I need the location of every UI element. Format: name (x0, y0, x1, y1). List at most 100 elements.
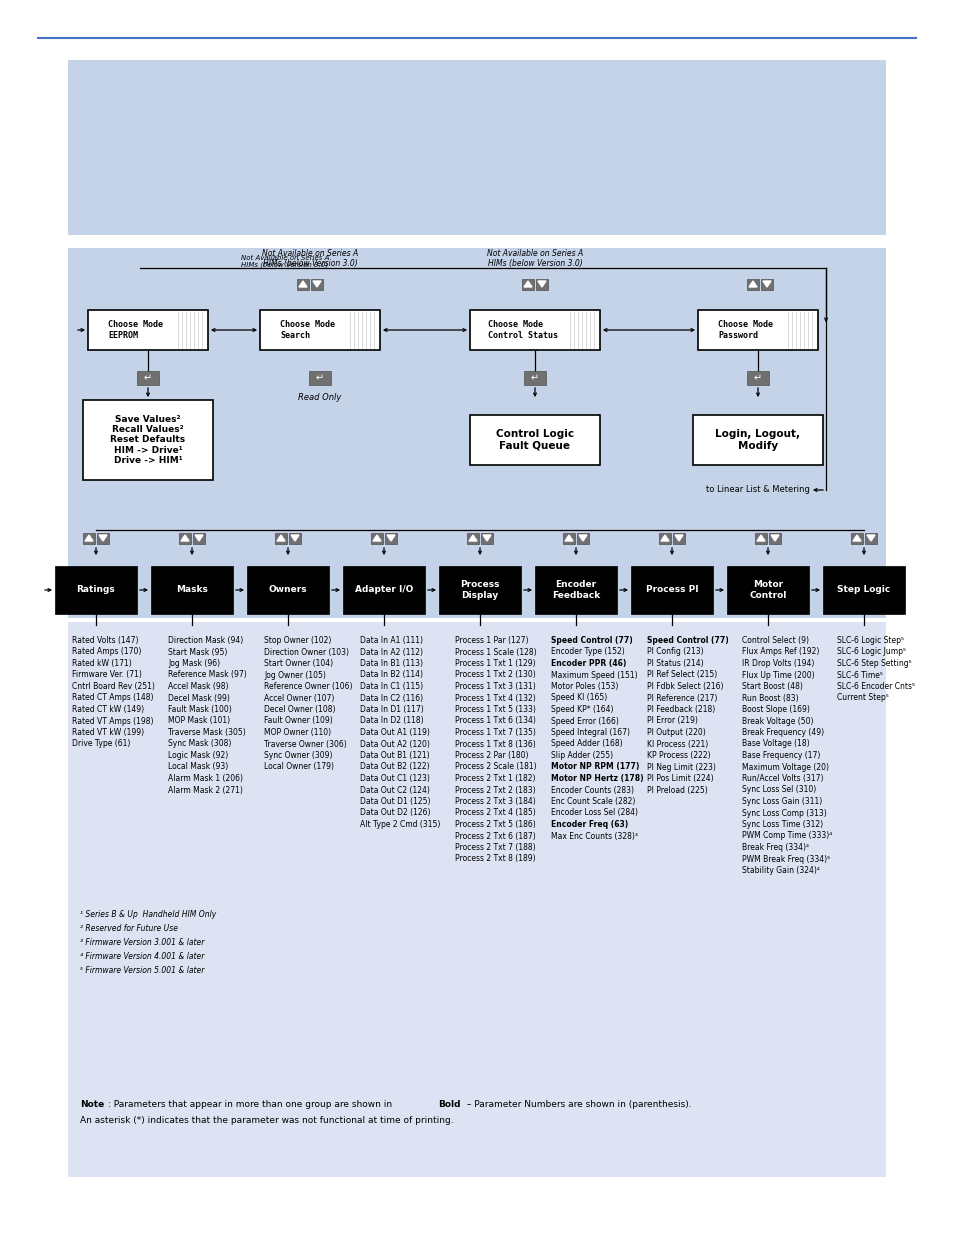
Text: Jog Owner (105): Jog Owner (105) (264, 671, 326, 679)
Text: Motor NP Hertz (178): Motor NP Hertz (178) (551, 774, 643, 783)
Text: Process 2 Par (180): Process 2 Par (180) (455, 751, 528, 760)
Text: Alarm Mask 2 (271): Alarm Mask 2 (271) (168, 785, 243, 794)
Text: Rated CT Amps (148): Rated CT Amps (148) (71, 694, 153, 703)
Text: Data In A1 (111): Data In A1 (111) (359, 636, 422, 645)
Text: Encoder
Feedback: Encoder Feedback (551, 580, 599, 600)
Polygon shape (291, 535, 298, 541)
Text: MOP Owner (110): MOP Owner (110) (264, 727, 331, 737)
Text: Traverse Mask (305): Traverse Mask (305) (168, 727, 246, 737)
Text: Sync Loss Gain (311): Sync Loss Gain (311) (741, 797, 821, 806)
Text: Direction Mask (94): Direction Mask (94) (168, 636, 243, 645)
Bar (68, 248, 885, 618)
Polygon shape (564, 535, 573, 541)
Polygon shape (866, 535, 874, 541)
Bar (754, 534, 766, 543)
Text: ↵: ↵ (144, 373, 152, 383)
Text: An asterisk (*) indicates that the parameter was not functional at time of print: An asterisk (*) indicates that the param… (80, 1116, 453, 1125)
Text: Fault Owner (109): Fault Owner (109) (264, 716, 333, 725)
Bar (577, 534, 588, 543)
Text: – Parameter Numbers are shown in (parenthesis).: – Parameter Numbers are shown in (parent… (463, 1100, 691, 1109)
Text: Speed KP* (164): Speed KP* (164) (551, 705, 613, 714)
Text: ³ Firmware Version 3.001 & later: ³ Firmware Version 3.001 & later (80, 939, 204, 947)
Text: PI Ref Select (215): PI Ref Select (215) (646, 671, 717, 679)
Text: Data Out B2 (122): Data Out B2 (122) (359, 762, 429, 772)
Text: Process 2 Txt 3 (184): Process 2 Txt 3 (184) (455, 797, 536, 806)
Text: Accel Mask (98): Accel Mask (98) (168, 682, 229, 692)
Text: Break Freq (334)⁴: Break Freq (334)⁴ (741, 844, 808, 852)
Text: Base Frequency (17): Base Frequency (17) (741, 751, 820, 760)
Text: KI Process (221): KI Process (221) (646, 740, 707, 748)
Text: Flux Amps Ref (192): Flux Amps Ref (192) (741, 647, 819, 657)
Text: PI Neg Limit (223): PI Neg Limit (223) (646, 762, 715, 772)
Text: Speed Control (77): Speed Control (77) (551, 636, 632, 645)
Text: Enc Count Scale (282): Enc Count Scale (282) (551, 797, 635, 806)
Text: PWM Comp Time (333)⁴: PWM Comp Time (333)⁴ (741, 831, 831, 841)
Text: Speed Integral (167): Speed Integral (167) (551, 727, 629, 737)
Text: Break Frequency (49): Break Frequency (49) (741, 727, 823, 737)
Text: Jog Mask (96): Jog Mask (96) (168, 659, 220, 668)
Text: Data In B1 (113): Data In B1 (113) (359, 659, 422, 668)
Text: PI Fdbk Select (216): PI Fdbk Select (216) (646, 682, 722, 692)
Text: ↵: ↵ (531, 373, 538, 383)
Text: Slip Adder (255): Slip Adder (255) (551, 751, 613, 760)
Bar (562, 534, 575, 543)
Polygon shape (181, 535, 189, 541)
Bar (296, 279, 309, 290)
Text: Encoder Counts (283): Encoder Counts (283) (551, 785, 634, 794)
Bar (746, 279, 759, 290)
Text: Run/Accel Volts (317): Run/Accel Volts (317) (741, 774, 822, 783)
Text: ¹ Series B & Up  Handheld HIM Only: ¹ Series B & Up Handheld HIM Only (80, 910, 216, 919)
Bar (470, 310, 599, 350)
Text: Process 2 Txt 6 (187): Process 2 Txt 6 (187) (455, 831, 536, 841)
Text: SLC-6 Logic Step⁵: SLC-6 Logic Step⁵ (836, 636, 903, 645)
Text: to Linear List & Metering: to Linear List & Metering (705, 485, 809, 494)
Polygon shape (194, 535, 203, 541)
Text: Start Owner (104): Start Owner (104) (264, 659, 333, 668)
Text: Encoder Loss Sel (284): Encoder Loss Sel (284) (551, 809, 638, 818)
Bar (768, 534, 781, 543)
Bar (274, 534, 287, 543)
Text: Data Out D1 (125): Data Out D1 (125) (359, 797, 430, 806)
Text: Data Out A2 (120): Data Out A2 (120) (359, 740, 430, 748)
Text: Traverse Owner (306): Traverse Owner (306) (264, 740, 346, 748)
Polygon shape (85, 535, 92, 541)
Bar (179, 534, 191, 543)
Text: PI Config (213): PI Config (213) (646, 647, 703, 657)
Polygon shape (313, 282, 320, 287)
Text: Stability Gain (324)⁴: Stability Gain (324)⁴ (741, 866, 819, 876)
Text: Rated CT kW (149): Rated CT kW (149) (71, 705, 144, 714)
Text: Process 1 Txt 7 (135): Process 1 Txt 7 (135) (455, 727, 536, 737)
Text: Speed Error (166): Speed Error (166) (551, 716, 618, 725)
Polygon shape (852, 535, 861, 541)
Text: ↵: ↵ (315, 373, 324, 383)
Text: Process 1 Par (127): Process 1 Par (127) (455, 636, 528, 645)
Text: Reference Mask (97): Reference Mask (97) (168, 671, 247, 679)
Text: PI Pos Limit (224): PI Pos Limit (224) (646, 774, 713, 783)
Bar (68, 622, 885, 1087)
Text: Bold: Bold (437, 1100, 460, 1109)
Text: PI Status (214): PI Status (214) (646, 659, 703, 668)
Text: Sync Loss Time (312): Sync Loss Time (312) (741, 820, 822, 829)
Bar (83, 534, 95, 543)
Text: Not Available on Series A
HIMs (below Version 3.0): Not Available on Series A HIMs (below Ve… (262, 248, 357, 268)
Text: SLC-6 Encoder Cnts⁵: SLC-6 Encoder Cnts⁵ (836, 682, 914, 692)
Text: Note: Note (80, 1100, 104, 1109)
Text: Local Owner (179): Local Owner (179) (264, 762, 334, 772)
Bar (535, 566, 617, 614)
Bar (850, 534, 862, 543)
Bar (311, 279, 323, 290)
Text: Data In C2 (116): Data In C2 (116) (359, 694, 423, 703)
Polygon shape (523, 282, 532, 287)
Text: Control Select (9): Control Select (9) (741, 636, 808, 645)
Text: Flux Up Time (200): Flux Up Time (200) (741, 671, 814, 679)
Bar (630, 566, 712, 614)
Text: Process PI: Process PI (645, 585, 698, 594)
Bar (97, 534, 109, 543)
Text: Ratings: Ratings (76, 585, 115, 594)
Text: Boost Slope (169): Boost Slope (169) (741, 705, 809, 714)
Polygon shape (537, 282, 545, 287)
Text: Speed KI (165): Speed KI (165) (551, 694, 607, 703)
Bar (698, 310, 817, 350)
Text: Control Logic
Fault Queue: Control Logic Fault Queue (496, 430, 574, 451)
Text: Choose Mode
EEPROM: Choose Mode EEPROM (109, 320, 163, 340)
